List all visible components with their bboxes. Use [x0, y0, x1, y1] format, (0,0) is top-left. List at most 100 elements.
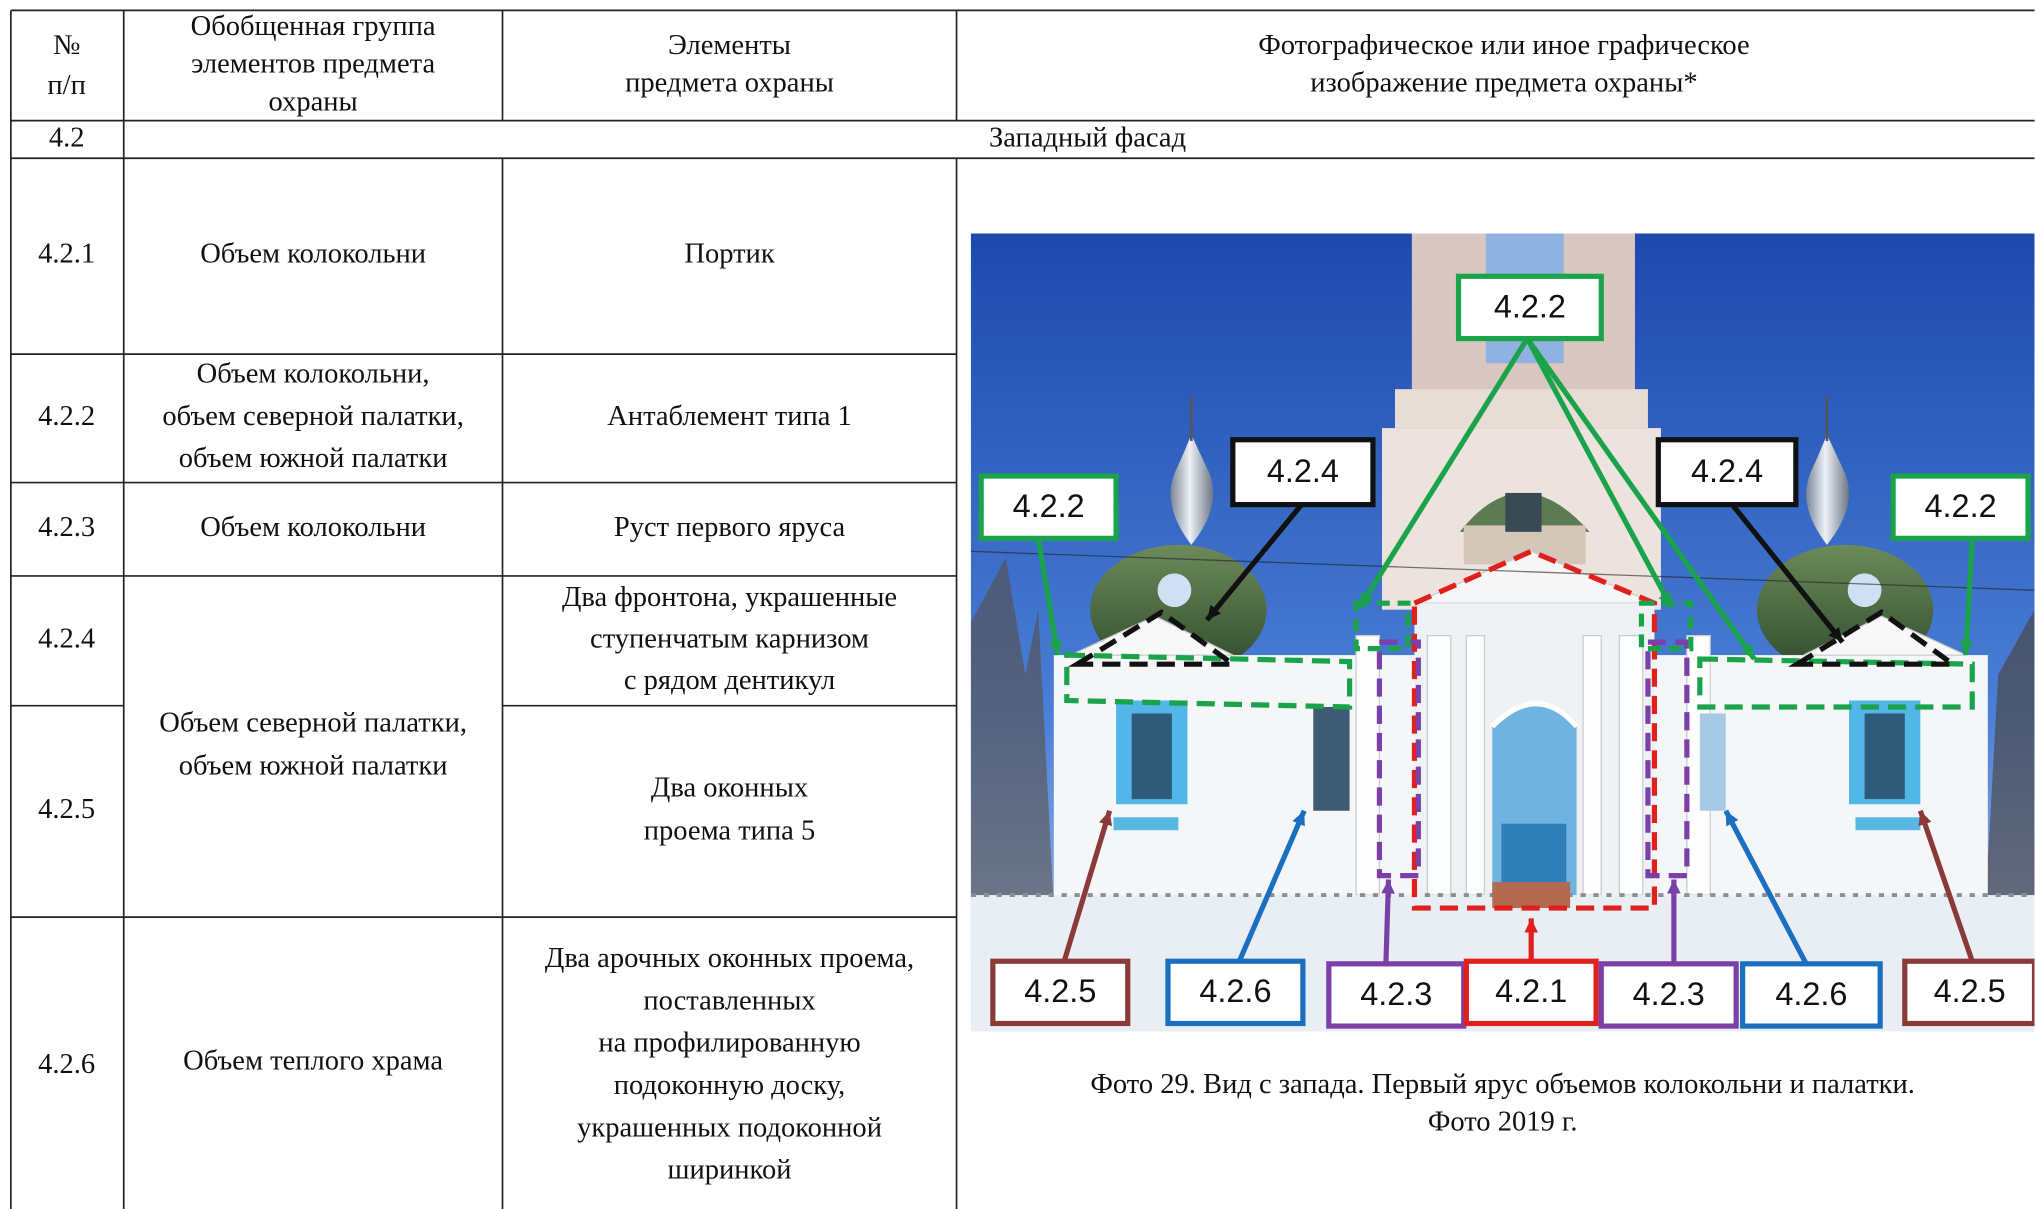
photo-path: [1064, 652, 1353, 710]
arrows: [1035, 337, 1975, 966]
photo-circle: [1157, 573, 1192, 608]
row-group: Объем колокольни,: [197, 359, 430, 390]
photo-rect: [1582, 634, 1602, 896]
photo-rect: [1505, 492, 1542, 532]
label-text: 4.2.6: [1199, 973, 1271, 1009]
row-elements: на профилированную: [598, 1028, 860, 1059]
label-box: [990, 958, 1131, 1027]
arrow-head: [1725, 810, 1739, 827]
arrow-head: [1667, 879, 1681, 894]
photo-rect: [1492, 882, 1571, 909]
photo-path: [1170, 434, 1214, 545]
label-box: [1455, 273, 1604, 342]
photo-path: [1490, 701, 1579, 729]
arrow-line: [1525, 337, 1674, 609]
header-group: охраны: [269, 86, 358, 117]
photo-path: [1806, 434, 1849, 545]
header-elements: предмета охраны: [625, 68, 834, 99]
label-box: [978, 473, 1119, 541]
arrow-head: [1099, 810, 1113, 827]
arrow-line: [1963, 538, 1975, 656]
photo-rect: [1864, 713, 1905, 800]
label-box: [1165, 958, 1306, 1027]
arrow-line: [1357, 337, 1530, 609]
label-text: 4.2.4: [1691, 453, 1763, 489]
row-elements: поставленных: [643, 985, 815, 1016]
photo-g: [1355, 634, 1711, 896]
photo-circle: [1847, 573, 1882, 608]
label-text: 4.2.3: [1360, 976, 1432, 1012]
photo-labels: 4.2.2 4.2.4 4.2.4 4.2.2 4.2.2 4.2.5 4.2.6 4.2.3…: [978, 273, 2035, 1029]
row-elements: Два оконных: [651, 773, 808, 804]
arrow-head: [1658, 591, 1672, 608]
arrow-line: [1917, 809, 1975, 963]
row-group: Объем северной палатки,: [159, 708, 467, 739]
row-elements: украшенных подоконной: [577, 1112, 882, 1143]
arrow-line: [1204, 502, 1304, 622]
label-box: [1463, 958, 1599, 1027]
label-text: 4.2.6: [1775, 976, 1847, 1012]
label-box: [1902, 958, 2035, 1027]
arrow-line: [1383, 879, 1392, 964]
arrow-head: [1381, 879, 1395, 894]
photo-rect: [1131, 713, 1172, 800]
label-text: 4.2.2: [1925, 488, 1997, 524]
photo-path: [970, 557, 1054, 909]
arrow-line: [1525, 337, 1757, 661]
label-text: 4.2.4: [1267, 453, 1339, 489]
row-group: Объем колокольни: [200, 512, 426, 543]
photo-caption: Фото 2019 г.: [1428, 1107, 1578, 1138]
label-text: 4.2.3: [1633, 976, 1705, 1012]
photo-line: [970, 550, 2035, 591]
arrow-line: [1035, 537, 1061, 656]
arrow-head: [1359, 591, 1374, 608]
row-number: 4.2.2: [38, 401, 95, 432]
header-group: элементов предмета: [191, 49, 435, 80]
row-group: объем южной палатки: [179, 750, 448, 781]
row-group: Объем теплого храма: [183, 1046, 443, 1077]
label-text: 4.2.5: [1024, 973, 1096, 1009]
row-elements: с рядом дентикул: [624, 665, 835, 696]
photo-path: [1068, 609, 1241, 667]
arrow-head: [1918, 810, 1932, 827]
photo-caption: Фото 29. Вид с запада. Первый ярус объем…: [1090, 1069, 1915, 1100]
row-elements: Два арочных оконных проема,: [545, 943, 914, 974]
arrow-head: [1048, 640, 1063, 656]
label-box: [1740, 961, 1883, 1029]
table-grid: [10, 9, 2035, 1209]
row-elements: Антаблемент типа 1: [607, 401, 852, 432]
photo-rect: [1394, 389, 1648, 429]
row-group: Объем колокольни: [200, 239, 426, 270]
label-text: 4.2.2: [1494, 288, 1566, 324]
photo-rect: [1699, 713, 1726, 811]
label-box: [1598, 961, 1739, 1029]
header-group: Обобщенная группа: [191, 11, 436, 42]
arrow-head: [1292, 810, 1305, 827]
photo-rect: [1855, 817, 1921, 831]
label-text: 4.2.2: [1013, 488, 1085, 524]
photo-rect: [1465, 634, 1486, 896]
row-elements: ширинкой: [668, 1155, 792, 1186]
arrow-line: [1730, 502, 1845, 644]
section-number: 4.2: [49, 123, 85, 154]
photo-path: [1411, 548, 1658, 911]
header-number: №: [53, 30, 80, 61]
label-box: [1655, 437, 1799, 508]
photo-path: [1985, 609, 2035, 909]
label-box: [1890, 473, 2031, 541]
arrow-head: [1524, 918, 1538, 933]
photo-rect: [1618, 634, 1644, 896]
row-elements: проема типа 5: [644, 815, 815, 846]
photo-rect: [1313, 706, 1350, 811]
photo-rect: [1353, 600, 1411, 652]
row-number: 4.2.1: [38, 239, 95, 270]
label-box: [1326, 961, 1467, 1029]
row-elements: Руст первого яруса: [614, 512, 846, 543]
arrow-line: [1061, 810, 1113, 962]
photo: 4.2.2 4.2.4 4.2.4 4.2.2 4.2.2 4.2.5 4.2.6 4.2.3…: [970, 233, 2035, 1032]
photo-path: [1697, 656, 1975, 710]
section-title: Западный фасад: [989, 123, 1186, 154]
arrow-head: [1740, 643, 1755, 659]
